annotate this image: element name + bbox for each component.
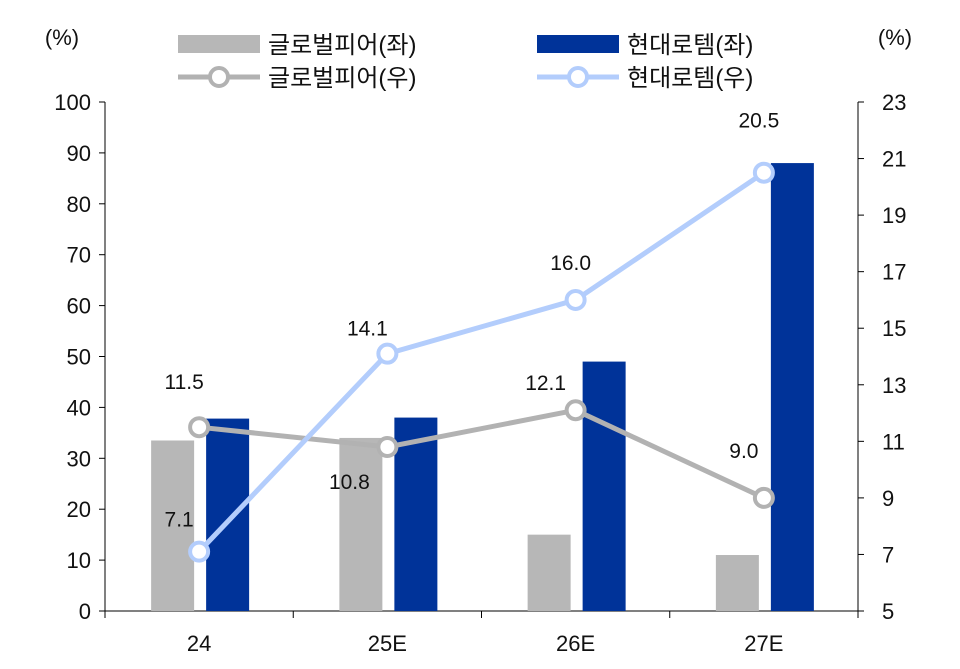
point-25E [376,342,399,365]
bar-25E-hyundairotem [394,417,438,611]
left-tick-label: 10 [67,548,91,573]
bar-27E-globalpeer [715,555,759,611]
left-tick-label: 20 [67,497,91,522]
legend-label: 글로벌피어(좌) [268,32,416,59]
right-tick-label: 9 [882,486,894,511]
data-label: 7.1 [165,509,194,532]
point-24 [188,416,211,439]
legend-swatch [537,35,619,53]
left-tick-label: 80 [67,192,91,217]
left-axis-unit: (%) [45,25,79,50]
right-tick-label: 13 [882,373,906,398]
x-tick-label: 27E [744,631,783,656]
data-label: 9.0 [729,440,758,463]
left-tick-label: 30 [67,446,91,471]
legend-marker [567,66,589,88]
bar-24-globalpeer [151,440,195,611]
data-label: 20.5 [738,110,779,133]
right-tick-label: 5 [882,599,894,624]
right-tick-label: 11 [882,429,905,454]
x-tick-label: 25E [368,631,407,656]
data-label: 11.5 [164,371,203,394]
point-24 [188,540,211,563]
left-tick-label: 60 [67,294,91,319]
bar-26E-globalpeer [527,534,571,611]
right-tick-label: 17 [882,260,906,285]
right-tick-label: 19 [882,203,906,228]
right-tick-label: 15 [882,316,906,341]
bar-24-hyundairotem [206,418,250,611]
bar-27E-hyundairotem [770,163,814,611]
right-tick-label: 7 [882,542,894,567]
left-tick-label: 50 [67,345,91,370]
legend-marker [208,66,230,88]
legend-label: 현대로템(좌) [627,32,753,59]
data-label: 10.8 [329,471,370,494]
line-globalpeer [198,407,765,501]
data-label: 16.0 [550,252,591,275]
point-27E [752,486,775,509]
legend-swatch [178,35,260,53]
right-tick-label: 21 [882,147,906,172]
legend-label: 글로벌피어(우) [268,65,416,92]
left-tick-label: 40 [67,395,91,420]
left-tick-label: 100 [54,90,91,115]
right-tick-label: 23 [882,90,906,115]
bar-26E-hyundairotem [582,361,626,611]
x-tick-label: 24 [187,631,211,656]
data-label: 12.1 [525,372,566,395]
left-tick-label: 0 [79,599,91,624]
right-axis-unit: (%) [878,25,912,50]
left-tick-label: 90 [67,141,91,166]
data-label: 14.1 [347,318,388,341]
line-hyundairotem [197,170,766,554]
bar-25E-globalpeer [339,437,383,611]
point-25E [376,435,399,458]
left-tick-label: 70 [67,243,91,268]
x-tick-label: 26E [556,631,595,656]
legend-label: 현대로템(우) [627,65,753,92]
point-26E [564,288,587,311]
point-27E [752,161,775,184]
point-26E [564,399,587,422]
